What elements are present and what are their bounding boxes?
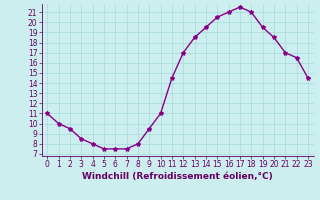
X-axis label: Windchill (Refroidissement éolien,°C): Windchill (Refroidissement éolien,°C) <box>82 172 273 181</box>
